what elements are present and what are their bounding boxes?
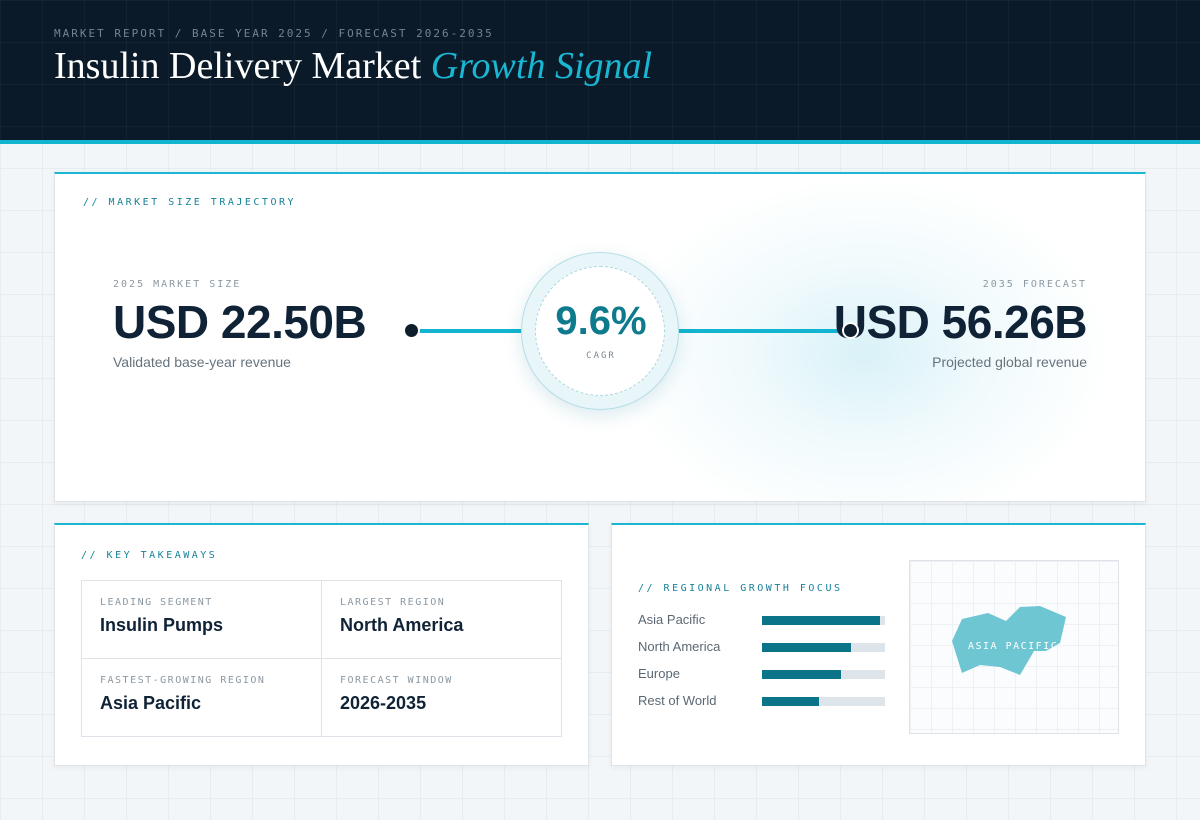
takeaway-label: FASTEST-GROWING REGION bbox=[100, 675, 266, 686]
regional-growth-card: // REGIONAL GROWTH FOCUS Asia Pacific No… bbox=[611, 523, 1146, 766]
cagr-badge: 9.6% CAGR bbox=[521, 252, 679, 410]
cagr-label: CAGR bbox=[586, 351, 616, 361]
region-bar-fill bbox=[762, 697, 819, 706]
region-row-north-america: North America bbox=[638, 637, 888, 657]
regional-section-label: // REGIONAL GROWTH FOCUS bbox=[638, 583, 843, 594]
map-region-label: ASIA PACIFIC bbox=[968, 641, 1059, 652]
region-name: Rest of World bbox=[638, 693, 717, 708]
base-size-value: USD 22.50B bbox=[113, 296, 367, 348]
region-name: Europe bbox=[638, 666, 680, 681]
takeaways-section-label: // KEY TAKEAWAYS bbox=[81, 550, 218, 561]
takeaway-forecast-window: FORECAST WINDOW 2026-2035 bbox=[322, 659, 562, 737]
page-title: Insulin Delivery Market Growth Signal bbox=[54, 44, 652, 88]
asia-pacific-map-shape bbox=[952, 606, 1066, 675]
grid-divider-horizontal bbox=[82, 658, 561, 659]
cagr-badge-inner: 9.6% CAGR bbox=[535, 266, 665, 396]
page-title-accent: Growth Signal bbox=[430, 45, 653, 87]
trajectory-section-label: // MARKET SIZE TRAJECTORY bbox=[83, 197, 297, 208]
takeaway-value: North America bbox=[340, 615, 464, 635]
takeaway-largest-region: LARGEST REGION North America bbox=[322, 581, 562, 659]
region-bar-track bbox=[762, 616, 885, 625]
trajectory-line-right bbox=[667, 329, 847, 333]
trajectory-line-left bbox=[417, 329, 529, 333]
takeaway-label: LARGEST REGION bbox=[340, 597, 446, 608]
asia-pacific-region-shape bbox=[952, 606, 1066, 675]
takeaways-grid: LEADING SEGMENT Insulin Pumps LARGEST RE… bbox=[81, 580, 562, 737]
region-row-asia-pacific: Asia Pacific bbox=[638, 610, 888, 630]
region-bar-fill bbox=[762, 643, 851, 652]
base-size-sub: Validated base-year revenue bbox=[113, 354, 291, 370]
region-row-rest-of-world: Rest of World bbox=[638, 691, 888, 711]
trajectory-start-dot bbox=[403, 322, 420, 339]
region-name: North America bbox=[638, 639, 721, 654]
takeaway-leading-segment: LEADING SEGMENT Insulin Pumps bbox=[82, 581, 322, 659]
breadcrumb: MARKET REPORT / BASE YEAR 2025 / FORECAS… bbox=[54, 27, 494, 40]
takeaway-label: FORECAST WINDOW bbox=[340, 675, 453, 686]
region-name: Asia Pacific bbox=[638, 612, 706, 627]
takeaway-value: Asia Pacific bbox=[100, 693, 202, 713]
key-takeaways-card: // KEY TAKEAWAYS LEADING SEGMENT Insulin… bbox=[54, 523, 589, 766]
header-banner: MARKET REPORT / BASE YEAR 2025 / FORECAS… bbox=[0, 0, 1200, 140]
trajectory-end-dot bbox=[842, 322, 859, 339]
region-row-europe: Europe bbox=[638, 664, 888, 684]
header-accent-line bbox=[0, 140, 1200, 144]
region-bar-fill bbox=[762, 670, 841, 679]
cagr-value: 9.6% bbox=[555, 299, 647, 343]
takeaway-label: LEADING SEGMENT bbox=[100, 597, 213, 608]
page-title-main: Insulin Delivery Market bbox=[54, 45, 422, 87]
forecast-label: 2035 FORECAST bbox=[982, 279, 1087, 290]
base-size-label: 2025 MARKET SIZE bbox=[113, 279, 242, 290]
region-bar-fill bbox=[762, 616, 881, 625]
region-bar-track bbox=[762, 697, 885, 706]
background-glow bbox=[615, 174, 1115, 501]
forecast-value: USD 56.26B bbox=[833, 296, 1088, 348]
takeaway-value: 2026-2035 bbox=[340, 693, 427, 713]
region-bar-track bbox=[762, 643, 885, 652]
region-map: ASIA PACIFIC bbox=[909, 560, 1119, 734]
takeaway-value: Insulin Pumps bbox=[100, 615, 224, 635]
market-size-trajectory-card: // MARKET SIZE TRAJECTORY 2025 MARKET SI… bbox=[54, 172, 1146, 502]
region-bar-track bbox=[762, 670, 885, 679]
takeaway-fastest-growing-region: FASTEST-GROWING REGION Asia Pacific bbox=[82, 659, 322, 737]
forecast-sub: Projected global revenue bbox=[932, 354, 1087, 370]
